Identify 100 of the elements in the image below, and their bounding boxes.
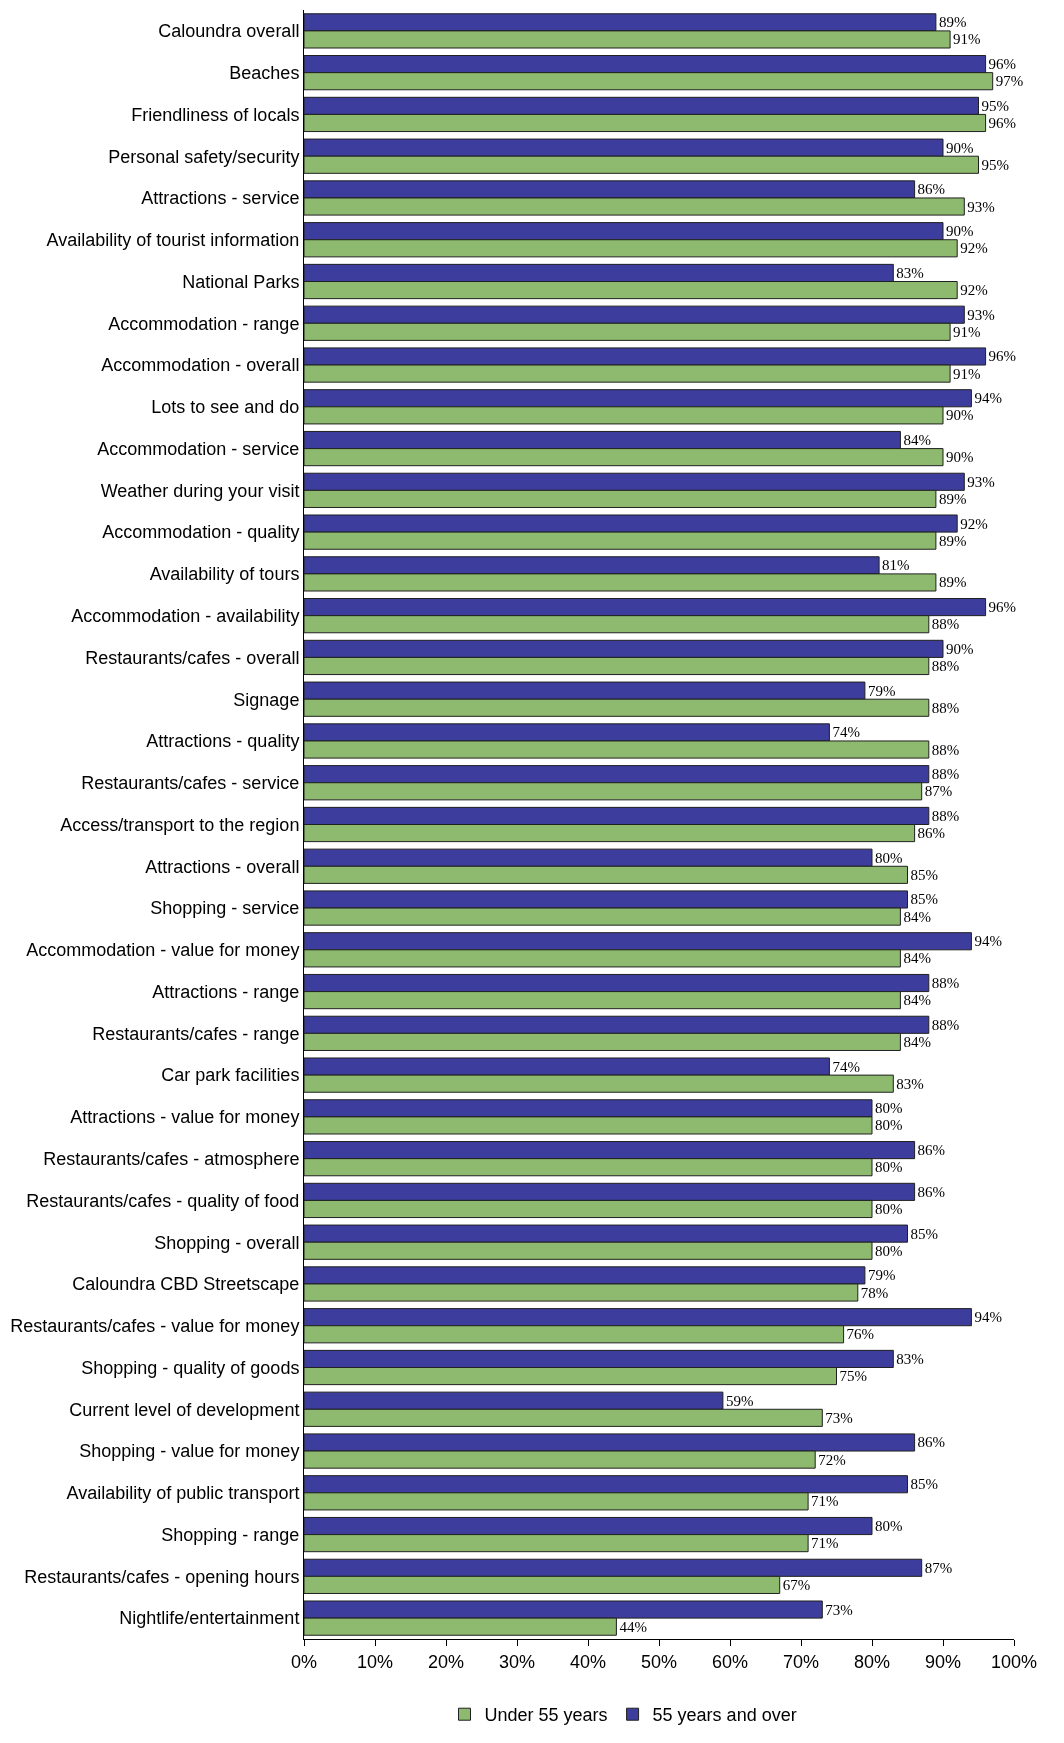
- data-label: 88%: [931, 766, 960, 783]
- data-label: 86%: [917, 181, 946, 198]
- data-label: 91%: [953, 365, 981, 382]
- y-tick-label: Signage: [233, 689, 300, 710]
- data-label: 85%: [910, 866, 938, 883]
- legend-label: Under 55 years: [484, 1705, 608, 1726]
- data-label: 88%: [931, 975, 960, 992]
- data-label: 93%: [967, 198, 995, 215]
- data-label: 89%: [938, 574, 967, 591]
- data-label: 84%: [903, 950, 931, 967]
- x-tick-label: 70%: [782, 1651, 820, 1672]
- x-tick-label: 50%: [640, 1651, 678, 1672]
- data-label: 91%: [953, 323, 981, 340]
- data-label: 89%: [938, 532, 967, 549]
- y-tick-label: Availability of tours: [149, 564, 300, 585]
- data-label: 95%: [981, 97, 1009, 114]
- data-label: 72%: [818, 1451, 846, 1468]
- data-label: 88%: [931, 807, 960, 824]
- data-label: 79%: [867, 682, 896, 699]
- y-tick-label: Accommodation - overall: [101, 355, 300, 376]
- data-label: 85%: [910, 1225, 938, 1242]
- y-tick-label: Shopping - service: [150, 898, 300, 919]
- y-tick-label: Restaurants/cafes - range: [92, 1023, 300, 1044]
- data-label: 74%: [832, 724, 860, 741]
- data-label: 80%: [875, 1159, 903, 1176]
- data-label: 86%: [917, 1183, 946, 1200]
- data-label: 96%: [988, 348, 1017, 365]
- data-label: 90%: [946, 223, 974, 240]
- data-label: 85%: [910, 1476, 938, 1493]
- x-tick-label: 0%: [290, 1651, 318, 1672]
- data-label: 94%: [974, 933, 1002, 950]
- data-label: 44%: [619, 1618, 647, 1635]
- data-label: 88%: [931, 616, 960, 633]
- data-label: 80%: [875, 1100, 903, 1117]
- y-tick-label: Restaurants/cafes - quality of food: [26, 1190, 300, 1211]
- y-tick-label: Friendliness of locals: [131, 104, 300, 125]
- data-label: 91%: [953, 31, 981, 48]
- data-label: 92%: [960, 515, 988, 532]
- y-tick-label: Accommodation - quality: [102, 522, 300, 543]
- y-tick-label: Lots to see and do: [151, 397, 300, 418]
- y-tick-label: Restaurants/cafes - service: [81, 773, 300, 794]
- y-tick-label: Current level of development: [69, 1399, 300, 1420]
- data-label: 75%: [839, 1368, 867, 1385]
- x-tick-label: 60%: [711, 1651, 749, 1672]
- data-label: 89%: [938, 14, 967, 31]
- data-label: 71%: [811, 1535, 839, 1552]
- legend-label: 55 years and over: [652, 1705, 797, 1726]
- data-label: 88%: [931, 699, 960, 716]
- data-label: 80%: [875, 1200, 903, 1217]
- y-tick-label: Car park facilities: [161, 1065, 300, 1086]
- data-label: 88%: [931, 1016, 960, 1033]
- y-tick-label: Access/transport to the region: [60, 814, 300, 835]
- data-label: 86%: [917, 1434, 946, 1451]
- data-label: 85%: [910, 891, 938, 908]
- data-label: 86%: [917, 1142, 946, 1159]
- x-tick-label: 80%: [853, 1651, 891, 1672]
- y-tick-label: Shopping - quality of goods: [81, 1357, 300, 1378]
- data-label: 90%: [946, 407, 974, 424]
- data-label: 93%: [967, 473, 995, 490]
- data-label: 96%: [988, 114, 1017, 131]
- data-label: 94%: [974, 390, 1002, 407]
- data-label: 83%: [896, 264, 924, 281]
- data-label: 80%: [875, 849, 903, 866]
- data-label: 88%: [931, 741, 960, 758]
- data-label: 73%: [825, 1601, 853, 1618]
- data-label: 80%: [875, 1518, 903, 1535]
- y-tick-label: National Parks: [182, 271, 300, 292]
- data-label: 79%: [867, 1267, 896, 1284]
- y-tick-label: Attractions - quality: [146, 731, 300, 752]
- data-label: 80%: [875, 1242, 903, 1259]
- data-label: 88%: [931, 657, 960, 674]
- data-label: 89%: [938, 490, 967, 507]
- data-label: 86%: [917, 825, 946, 842]
- y-tick-label: Restaurants/cafes - overall: [85, 647, 300, 668]
- data-label: 84%: [903, 1033, 931, 1050]
- data-label: 97%: [995, 73, 1024, 90]
- data-label: 74%: [832, 1058, 860, 1075]
- data-label: 83%: [896, 1350, 924, 1367]
- y-tick-label: Accommodation - value for money: [26, 940, 300, 961]
- data-label: 96%: [988, 599, 1017, 616]
- y-tick-label: Beaches: [229, 62, 300, 83]
- y-tick-label: Shopping - overall: [154, 1232, 300, 1253]
- y-tick-label: Attractions - value for money: [70, 1107, 300, 1128]
- data-label: 90%: [946, 449, 974, 466]
- y-tick-label: Personal safety/security: [108, 146, 300, 167]
- y-tick-label: Caloundra overall: [158, 21, 300, 42]
- data-label: 84%: [903, 908, 931, 925]
- data-label: 76%: [846, 1326, 875, 1343]
- y-tick-label: Accommodation - availability: [71, 605, 300, 626]
- x-tick-label: 20%: [427, 1651, 465, 1672]
- data-label: 94%: [974, 1309, 1002, 1326]
- data-label: 78%: [860, 1284, 889, 1301]
- data-label: 92%: [960, 282, 988, 299]
- y-tick-label: Shopping - range: [161, 1524, 300, 1545]
- y-tick-label: Availability of public transport: [66, 1483, 300, 1504]
- data-label: 95%: [981, 156, 1009, 173]
- data-label: 96%: [988, 56, 1017, 73]
- data-label: 73%: [825, 1409, 853, 1426]
- data-label: 84%: [903, 992, 931, 1009]
- y-tick-label: Accommodation - service: [97, 438, 300, 459]
